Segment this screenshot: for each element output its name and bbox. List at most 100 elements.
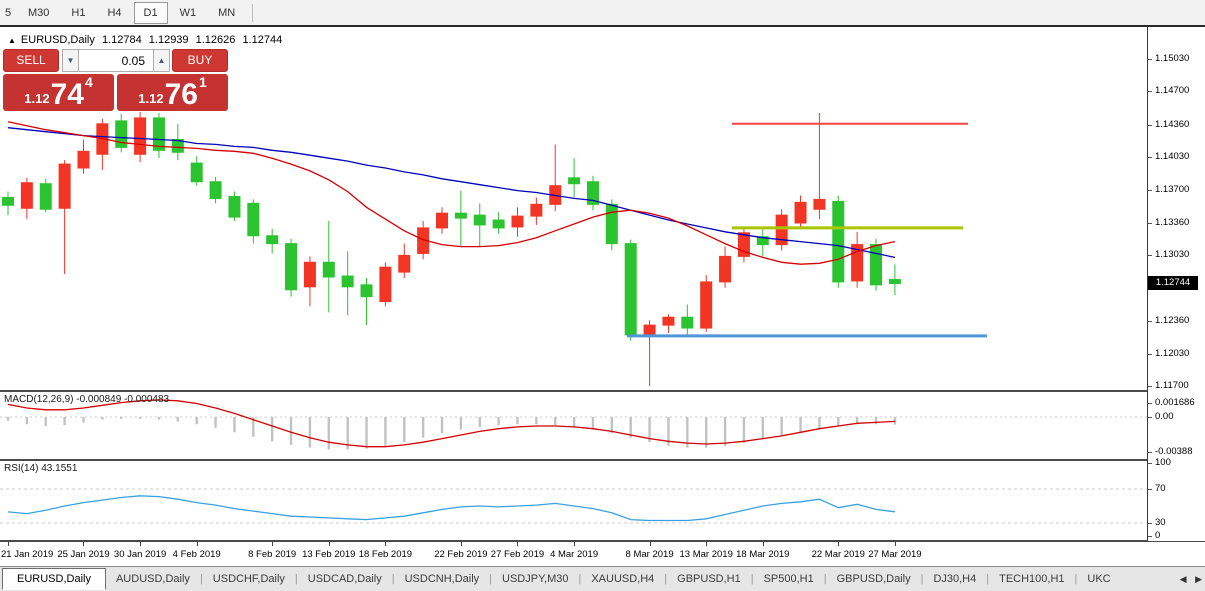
candle-body [737,232,750,257]
tab-scroll-right-icon[interactable]: ▶ [1195,574,1202,584]
chart-tab-dj30-h4[interactable]: DJ30,H4 [933,573,977,585]
timeframe-button-m30[interactable]: M30 [28,6,50,19]
candle-body [247,202,260,237]
date-tick [649,542,651,546]
chart-tab-gbpusd-daily[interactable]: GBPUSD,Daily [836,573,911,585]
candle-body [77,150,90,169]
sell-price-sup: 4 [84,74,93,90]
date-tick [83,542,85,546]
tab-separator: | [664,573,668,585]
chart-symbol: EURUSD,Daily [20,34,95,46]
tab-separator: | [1074,573,1078,585]
date-axis[interactable]: 21 Jan 2019 25 Jan 2019 30 Jan 2019 4 Feb 2… [0,542,1147,566]
scale-tick [1148,536,1152,537]
candle-body [436,212,449,229]
price-tick-label: 1.15030 [1155,53,1190,64]
candle-body [134,117,147,155]
date-tick [328,542,330,546]
candle-body [662,316,675,326]
volume-input[interactable] [79,49,153,72]
date-label: 8 Mar 2019 [625,549,674,560]
date-label: 27 Feb 2019 [490,549,545,560]
scale-tick [1148,255,1152,257]
macd-tick-label: 0.00 [1155,411,1174,422]
macd-tick-label: 0.001686 [1155,397,1195,408]
scale-tick [1148,353,1152,355]
candle-body [228,195,241,218]
candle-body [643,324,656,336]
timeframe-button-h1[interactable]: H1 [71,6,86,19]
ohlc-open: 1.12784 [101,34,142,46]
candle-body [115,120,128,148]
date-tick [762,542,764,546]
chart-tab-usdcad-daily[interactable]: USDCAD,Daily [307,573,382,585]
chart-tab-tech100-h1[interactable]: TECH100,H1 [999,573,1065,585]
scale-tick [1148,523,1152,524]
scale-tick [1148,321,1152,323]
sell-button[interactable]: SELL [3,49,59,72]
price-tick-label: 1.14030 [1155,151,1190,163]
candle-body [870,244,883,286]
price-tick-label: 1.14360 [1155,118,1190,130]
scale-tick [1148,124,1152,126]
price-scale[interactable]: 1.15030 1.14700 1.14360 1.14030 1.13700 1.133… [1147,27,1205,541]
timeframe-button-h4[interactable]: H4 [107,6,122,19]
buy-price-sup: 1 [198,74,207,90]
price-tick-label: 1.14700 [1155,85,1190,97]
chart-tab-usdjpy-m30[interactable]: USDJPY,M30 [502,573,569,585]
buy-price-prefix: 1.12 [138,91,164,106]
candle-body [511,215,524,228]
date-tick [574,542,576,546]
rsi-tick-label: 100 [1155,457,1171,468]
panel-separator[interactable] [0,459,1205,461]
chart-tab-usdcnh-daily[interactable]: USDCNH,Daily [404,573,480,585]
volume-decrease-button[interactable]: ▼ [62,49,79,72]
timeframe-button-5[interactable]: 5 [5,6,12,19]
tab-separator: | [750,573,754,585]
tab-separator: | [920,573,924,585]
date-label: 18 Mar 2019 [736,549,790,560]
chart-title: ▲ EURUSD,Daily 1.12784 1.12939 1.12626 1.… [8,34,286,46]
rsi-tick-label: 70 [1155,483,1166,494]
timeframe-button-d1[interactable]: D1 [133,1,168,24]
rsi-tick-label: 0 [1155,530,1161,541]
chart-tab-gbpusd-h1[interactable]: GBPUSD,H1 [677,573,741,585]
macd-tick-label: -0.00388 [1155,446,1193,457]
chart-tab-audusd-daily[interactable]: AUDUSD,Daily [115,573,190,585]
candle-body [775,214,788,246]
buy-price-panel[interactable]: 1.12 76 1 [117,74,228,111]
chart-tab-eurusd-daily[interactable]: EURUSD,Daily [2,568,106,590]
timeframe-button-mn[interactable]: MN [218,6,236,19]
panel-separator [0,540,1205,542]
tab-separator: | [986,573,990,585]
buy-button[interactable]: BUY [172,49,228,72]
candle-body [700,281,713,329]
price-tick-label: 1.13030 [1155,249,1190,261]
scale-tick [1148,91,1152,93]
candle-body [379,266,392,303]
date-label: 4 Mar 2019 [550,549,599,560]
chart-tab-ukc[interactable]: UKC [1087,573,1111,585]
ohlc-low: 1.12626 [195,34,236,46]
chart-tab-usdchf-daily[interactable]: USDCHF,Daily [212,573,285,585]
tab-separator: | [489,573,493,585]
candle-body [813,198,826,210]
macd-panel [0,399,1147,450]
date-tick [196,542,198,546]
date-label: 27 Mar 2019 [868,549,922,560]
sell-price-panel[interactable]: 1.12 74 4 [3,74,114,111]
panel-separator[interactable] [0,390,1205,392]
chart-tab-xauusd-h4[interactable]: XAUUSD,H4 [591,573,655,585]
chart-tab-sp500-h1[interactable]: SP500,H1 [763,573,814,585]
candle-body [285,243,298,291]
candle-body [681,316,694,329]
tab-separator: | [391,573,395,585]
date-tick [272,542,274,546]
timeframe-button-w1[interactable]: W1 [179,6,197,19]
scale-tick [1148,489,1152,490]
volume-increase-button[interactable]: ▲ [153,49,170,72]
candle-body [20,182,33,209]
candles-layer [2,112,901,386]
tab-scroll-left-icon[interactable]: ◀ [1179,574,1187,584]
